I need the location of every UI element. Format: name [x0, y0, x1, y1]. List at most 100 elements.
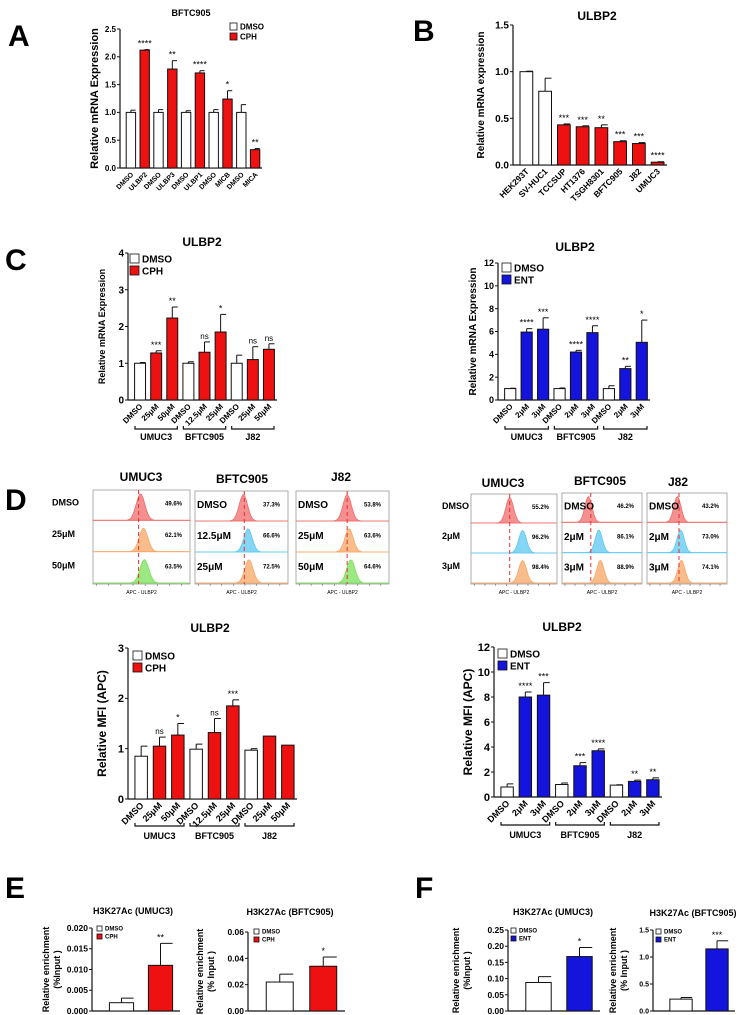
significance-label: ***: [538, 672, 549, 682]
y-tick-label: 6: [484, 717, 490, 729]
significance-label: ****: [518, 681, 533, 691]
significance-label: **: [252, 138, 260, 148]
group-label: J82: [627, 830, 642, 840]
flow-x-axis-label: APC - ULBP2: [327, 590, 358, 596]
group-bracket: [553, 426, 599, 430]
flow-row-label: 25μM: [197, 562, 223, 573]
y-tick-label: 0.06: [227, 927, 244, 937]
group-bracket: [134, 823, 185, 827]
y-tick-label: 1.5: [639, 927, 649, 934]
panel-letter-f: F: [415, 872, 433, 905]
group-label: BFTC905: [195, 831, 234, 841]
y-tick-label: 0.0: [639, 1008, 649, 1015]
flow-percent: 74.1%: [702, 565, 720, 571]
legend-label: CPH: [240, 33, 257, 42]
significance-label: **: [169, 50, 177, 60]
bar: [182, 362, 195, 401]
x-tick-label: 2μM: [619, 798, 639, 818]
bar: [281, 744, 295, 800]
flow-percent: 43.2%: [702, 504, 720, 510]
legend-swatch: [253, 936, 260, 943]
y-tick-label: 0.02: [227, 980, 244, 990]
y-tick-label: 2: [118, 693, 124, 705]
group-label: J82: [245, 432, 260, 442]
flow-percent: 37.3%: [263, 503, 281, 509]
y-tick-label: 1: [118, 359, 124, 370]
flow-title: BFTC905: [574, 474, 626, 488]
bar: [519, 71, 534, 166]
y-tick-label: 0.0: [495, 161, 509, 172]
bar: [602, 388, 615, 401]
group-label: BFTC905: [560, 830, 599, 840]
y-tick-label: 0: [489, 395, 494, 405]
chart-f-left: H3K27Ac (UMUC3) Relative enrichment (%Inpu…: [451, 907, 600, 1015]
y-tick-label: 10: [484, 281, 494, 291]
bar: [309, 965, 338, 1012]
flow-title: UMUC3: [482, 476, 525, 490]
y-tick-label: 1.0: [105, 108, 117, 117]
y-tick-label: 1.5: [105, 80, 117, 89]
group-bracket: [189, 823, 240, 827]
bar: [537, 328, 550, 401]
flow-row-label: DMSO: [197, 500, 227, 511]
bar: [180, 111, 192, 169]
significance-label: **: [157, 932, 165, 942]
y-tick-label: 6: [489, 327, 494, 337]
bar: [262, 348, 275, 401]
flow-title: UMUC3: [120, 470, 163, 484]
bar: [125, 111, 137, 169]
chart-title: ULBP2: [555, 240, 595, 254]
bar: [635, 341, 648, 401]
x-tick-label: 2μM: [612, 402, 630, 420]
significance-label: **: [649, 767, 657, 777]
significance-label: *: [226, 80, 230, 90]
bar: [538, 90, 552, 166]
bar: [613, 141, 627, 166]
group-bracket: [603, 426, 648, 430]
bar: [194, 72, 206, 169]
chart-e-left: H3K27Ac (UMUC3) Relative enrichment (%Inpu…: [41, 906, 180, 1015]
significance-label: ns: [265, 334, 273, 343]
significance-label: ****: [651, 151, 666, 161]
x-tick-label: MICA: [242, 171, 260, 189]
legend-swatch: [229, 22, 238, 31]
significance-label: ns: [249, 337, 257, 346]
significance-label: ***: [228, 689, 239, 699]
legend-label: DMSO: [145, 652, 175, 663]
significance-label: ****: [585, 315, 600, 325]
flow-percent: 86.1%: [617, 535, 635, 541]
significance-label: ***: [615, 130, 626, 140]
legend-swatch: [510, 935, 517, 942]
x-tick-label: 3μM: [637, 798, 657, 818]
flow-percent: 53.8%: [364, 503, 382, 509]
bar: [518, 696, 533, 798]
y-tick-label: 0: [118, 794, 124, 806]
group-label: BFTC905: [556, 432, 595, 442]
bar: [207, 732, 222, 800]
bar: [525, 981, 552, 1012]
flow-percent: 63.5%: [165, 564, 183, 570]
bar: [555, 784, 569, 798]
y-tick-label: 0.05: [487, 990, 504, 1000]
bar: [591, 750, 605, 798]
bar: [557, 124, 571, 166]
group-bracket: [500, 822, 551, 826]
bar: [134, 755, 148, 800]
chart-title: H3K27Ac (UMUC3): [93, 906, 173, 916]
y-axis-label: Relative mRNA Expression: [97, 269, 107, 384]
significance-label: ****: [193, 60, 208, 70]
bar: [646, 779, 660, 798]
x-tick-label: 2μM: [565, 798, 585, 818]
flow-percent: 46.2%: [617, 504, 635, 510]
x-tick-label: DMSO: [121, 402, 144, 425]
legend-label: CPH: [262, 938, 275, 944]
bar: [553, 388, 566, 401]
legend-label: ENT: [514, 276, 534, 287]
panel-letter-b: B: [413, 15, 435, 48]
chart-a: BFTC905 Relative mRNA Expression 0.0 0.5 1.0…: [89, 8, 264, 193]
significance-label: ***: [634, 132, 645, 142]
bar: [167, 68, 178, 169]
y-tick-label: 1.0: [639, 954, 649, 961]
bar: [705, 948, 729, 1012]
